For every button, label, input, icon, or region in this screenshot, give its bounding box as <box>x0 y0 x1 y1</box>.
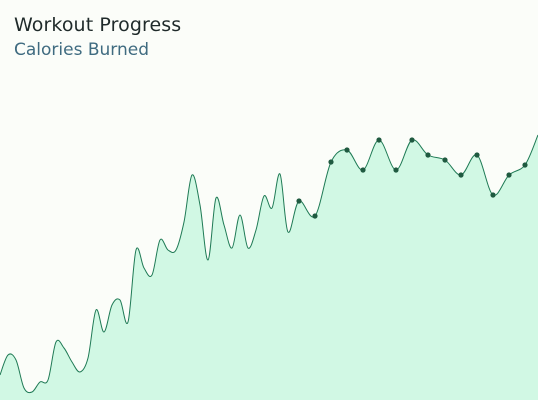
data-point <box>442 157 448 163</box>
data-point <box>458 172 464 178</box>
data-point <box>312 213 318 219</box>
data-point <box>393 167 399 173</box>
data-point <box>344 147 350 153</box>
data-point <box>360 167 366 173</box>
series-area-fill <box>0 135 538 400</box>
data-point <box>376 137 382 143</box>
data-point <box>522 162 528 168</box>
data-point <box>490 192 496 198</box>
chart-subtitle: Calories Burned <box>14 40 149 60</box>
data-point <box>409 137 415 143</box>
data-point <box>425 152 431 158</box>
chart-title: Workout Progress <box>14 14 182 36</box>
data-point <box>296 198 302 204</box>
series-markers <box>296 137 528 219</box>
data-point <box>474 152 480 158</box>
data-point <box>328 159 334 165</box>
series-line <box>0 134 538 394</box>
data-point <box>506 172 512 178</box>
